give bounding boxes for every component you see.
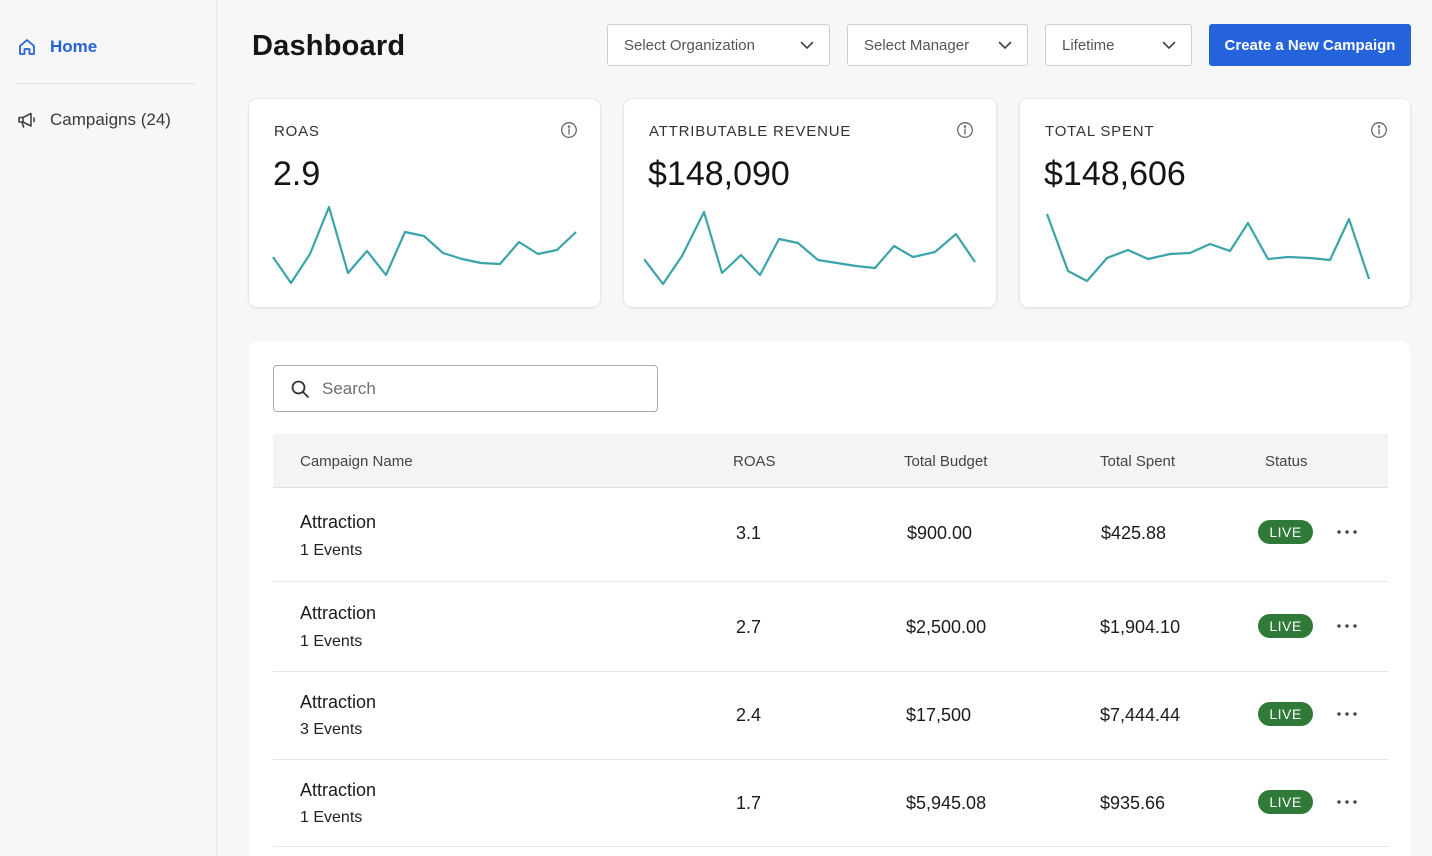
table-row[interactable]: Attraction 1 Events 3.1 $900.00 $425.88 … <box>273 488 1388 582</box>
column-header-total-spent[interactable]: Total Spent <box>1100 453 1176 470</box>
campaign-total-budget: $5,945.08 <box>906 793 987 813</box>
campaign-roas: 3.1 <box>736 523 762 543</box>
campaign-total-budget: $2,500.00 <box>906 617 987 637</box>
chevron-down-icon <box>998 41 1012 49</box>
page-title: Dashboard <box>252 30 406 62</box>
manager-select[interactable]: Select Manager <box>847 24 1028 66</box>
campaigns-panel: Campaign Name ROAS Total Budget Total Sp… <box>249 341 1410 856</box>
chevron-down-icon <box>800 41 814 49</box>
campaign-name[interactable]: Attraction <box>300 512 377 532</box>
info-icon[interactable] <box>956 121 974 139</box>
column-header-roas[interactable]: ROAS <box>733 453 776 470</box>
status-badge: LIVE <box>1258 702 1313 726</box>
campaign-total-spent: $1,904.10 <box>1100 617 1181 637</box>
campaign-total-budget: $17,500 <box>906 705 972 725</box>
sparkline-chart <box>1045 213 1371 283</box>
table-row[interactable]: Attraction 1 Events 2.7 $2,500.00 $1,904… <box>273 582 1388 672</box>
campaign-roas: 2.4 <box>736 705 762 725</box>
sidebar-item-home[interactable]: Home <box>16 33 97 61</box>
table-header: Campaign Name ROAS Total Budget Total Sp… <box>273 434 1388 488</box>
megaphone-icon <box>16 109 38 131</box>
sidebar: Home Campaigns (24) <box>0 0 217 856</box>
column-header-status[interactable]: Status <box>1265 453 1308 470</box>
sidebar-item-label: Home <box>50 37 98 56</box>
stat-card-attributable-revenue: ATTRIBUTABLE REVENUE $148,090 <box>624 99 996 307</box>
status-badge: LIVE <box>1258 790 1313 814</box>
campaign-roas: 2.7 <box>736 617 762 637</box>
home-icon <box>16 36 38 58</box>
status-badge: LIVE <box>1258 520 1313 544</box>
campaign-events: 1 Events <box>300 542 363 559</box>
campaign-total-spent: $425.88 <box>1101 523 1167 543</box>
create-campaign-button[interactable]: Create a New Campaign <box>1209 24 1411 66</box>
info-icon[interactable] <box>1370 121 1388 139</box>
period-select[interactable]: Lifetime <box>1045 24 1192 66</box>
stat-card-roas: ROAS 2.9 <box>249 99 600 307</box>
campaign-name[interactable]: Attraction <box>300 603 377 623</box>
campaign-total-spent: $7,444.44 <box>1100 705 1181 725</box>
search-icon <box>291 380 309 398</box>
campaign-name[interactable]: Attraction <box>300 692 377 712</box>
organization-select[interactable]: Select Organization <box>607 24 830 66</box>
more-options-icon[interactable] <box>1335 527 1359 537</box>
search-box[interactable] <box>273 365 658 412</box>
stat-value: 2.9 <box>273 155 321 193</box>
campaign-total-budget: $900.00 <box>907 523 973 543</box>
campaign-name[interactable]: Attraction <box>300 780 377 800</box>
stat-card-total-spent: TOTAL SPENT $148,606 <box>1020 99 1410 307</box>
organization-select-label: Select Organization <box>624 36 755 54</box>
sparkline-chart <box>272 205 577 285</box>
sparkline-chart <box>644 210 976 286</box>
stat-label: ROAS <box>274 123 320 140</box>
table-row[interactable]: Attraction 3 Events 2.4 $17,500 $7,444.4… <box>273 672 1388 760</box>
campaign-events: 1 Events <box>300 809 363 826</box>
campaign-events: 3 Events <box>300 721 363 738</box>
campaign-total-spent: $935.66 <box>1100 793 1166 813</box>
column-header-total-budget[interactable]: Total Budget <box>904 453 988 470</box>
stat-label: TOTAL SPENT <box>1045 123 1155 140</box>
search-input[interactable] <box>322 378 642 399</box>
manager-select-label: Select Manager <box>864 36 970 54</box>
sidebar-item-label: Campaigns (24) <box>50 110 171 129</box>
table-row[interactable]: Attraction 1 Events 1.7 $5,945.08 $935.6… <box>273 760 1388 847</box>
more-options-icon[interactable] <box>1335 621 1359 631</box>
chevron-down-icon <box>1162 41 1176 49</box>
sidebar-item-campaigns[interactable]: Campaigns (24) <box>16 106 171 134</box>
info-icon[interactable] <box>560 121 578 139</box>
more-options-icon[interactable] <box>1335 709 1359 719</box>
column-header-campaign-name[interactable]: Campaign Name <box>300 453 413 470</box>
sidebar-divider <box>16 83 196 84</box>
stat-value: $148,606 <box>1044 155 1186 193</box>
campaign-roas: 1.7 <box>736 793 762 813</box>
status-badge: LIVE <box>1258 614 1313 638</box>
stat-label: ATTRIBUTABLE REVENUE <box>649 123 852 140</box>
stat-value: $148,090 <box>648 155 790 193</box>
campaign-events: 1 Events <box>300 633 363 650</box>
more-options-icon[interactable] <box>1335 797 1359 807</box>
period-select-label: Lifetime <box>1062 36 1115 54</box>
